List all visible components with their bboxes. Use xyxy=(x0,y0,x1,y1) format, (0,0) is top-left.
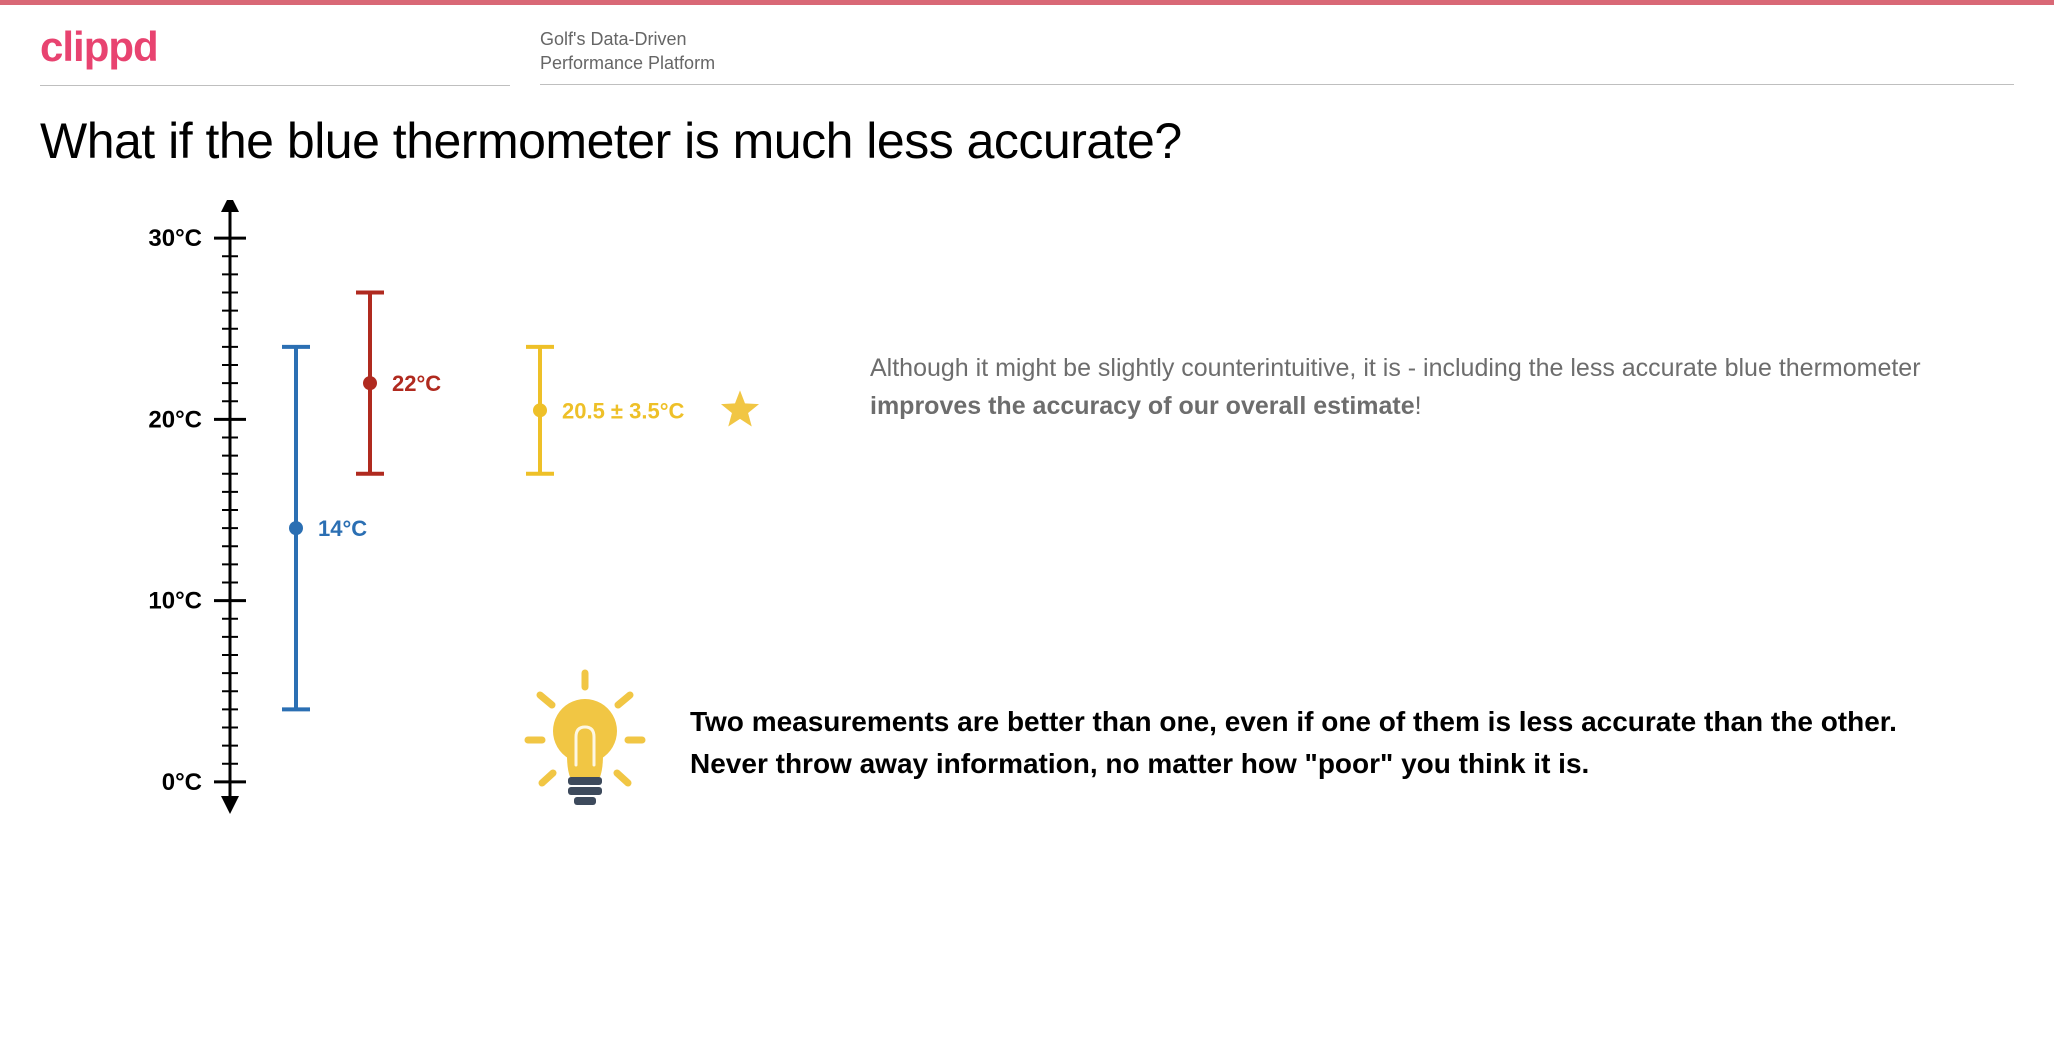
svg-text:20°C: 20°C xyxy=(148,406,202,433)
header: clippd Golf's Data-Driven Performance Pl… xyxy=(0,5,2054,86)
insight-text: Two measurements are better than one, ev… xyxy=(690,701,1974,785)
svg-text:10°C: 10°C xyxy=(148,588,202,615)
insight-row: Two measurements are better than one, ev… xyxy=(520,665,1974,820)
tagline-block: Golf's Data-Driven Performance Platform xyxy=(540,23,2014,85)
content: 0°C 10°C 20°C 30°C 14°C 22°C 20.5 ± 3.5°C Alth… xyxy=(0,180,2054,860)
explain-bold: improves the accuracy of our overall est… xyxy=(870,392,1415,420)
svg-text:0°C: 0°C xyxy=(162,769,202,796)
page-title: What if the blue thermometer is much les… xyxy=(0,86,2054,180)
svg-text:22°C: 22°C xyxy=(392,371,441,396)
brand-logo: clippd xyxy=(40,23,158,70)
svg-text:14°C: 14°C xyxy=(318,516,367,541)
tagline-line1: Golf's Data-Driven xyxy=(540,27,2014,51)
logo-block: clippd xyxy=(40,23,510,86)
svg-text:20.5 ± 3.5°C: 20.5 ± 3.5°C xyxy=(562,398,684,423)
tagline-line2: Performance Platform xyxy=(540,51,2014,75)
explain-pre: Although it might be slightly counterint… xyxy=(870,354,1921,382)
svg-text:30°C: 30°C xyxy=(148,225,202,252)
explanation-text: Although it might be slightly counterint… xyxy=(870,350,1954,425)
explain-post: ! xyxy=(1415,392,1422,420)
lightbulb-icon xyxy=(520,665,650,820)
